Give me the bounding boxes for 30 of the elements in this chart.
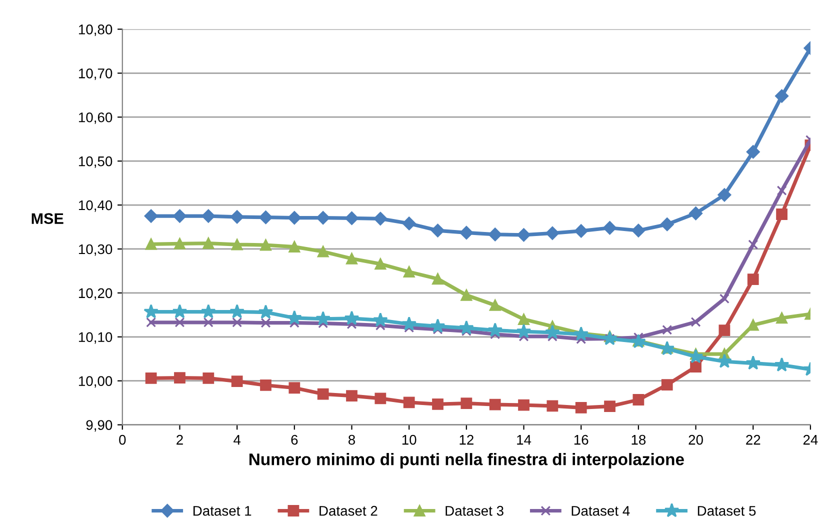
legend-label: Dataset 5 — [698, 506, 756, 516]
x-tick-label: 24 — [803, 434, 818, 445]
x-tick-label: 4 — [234, 435, 241, 445]
x-tick-label: 16 — [574, 434, 588, 445]
y-tick-label: 10,60 — [78, 112, 112, 124]
y-tick-label: 10,70 — [78, 68, 112, 80]
x-tick-label: 12 — [460, 434, 474, 445]
y-axis-title: MSE — [32, 213, 64, 224]
x-axis-title: Numero minimo di punti nella finestra di interpolazione — [249, 453, 684, 469]
legend-label: Dataset 3 — [446, 506, 504, 516]
y-tick-label: 10,00 — [78, 376, 112, 388]
x-tick-label: 14 — [517, 435, 532, 445]
y-tick-label: 10,20 — [78, 288, 112, 300]
x-tick-label: 6 — [291, 434, 298, 445]
y-tick-label: 10,80 — [78, 24, 112, 36]
y-tick-label: 10,10 — [78, 332, 112, 344]
x-tick-label: 0 — [119, 434, 126, 445]
x-tick-label: 18 — [632, 434, 646, 445]
legend-label: Dataset 2 — [320, 506, 378, 516]
x-tick-label: 20 — [688, 434, 703, 445]
x-tick-label: 22 — [746, 434, 760, 445]
y-tick-label: 10,40 — [78, 200, 112, 212]
x-tick-label: 8 — [348, 434, 356, 445]
y-tick-label: 10,30 — [78, 244, 112, 256]
y-tick-label: 10,50 — [78, 156, 112, 168]
legend-label: Dataset 1 — [193, 506, 252, 516]
x-tick-label: 10 — [402, 434, 416, 445]
x-tick-label: 2 — [176, 434, 183, 445]
legend-label: Dataset 4 — [572, 506, 630, 516]
y-tick-label: 9,90 — [86, 420, 112, 432]
